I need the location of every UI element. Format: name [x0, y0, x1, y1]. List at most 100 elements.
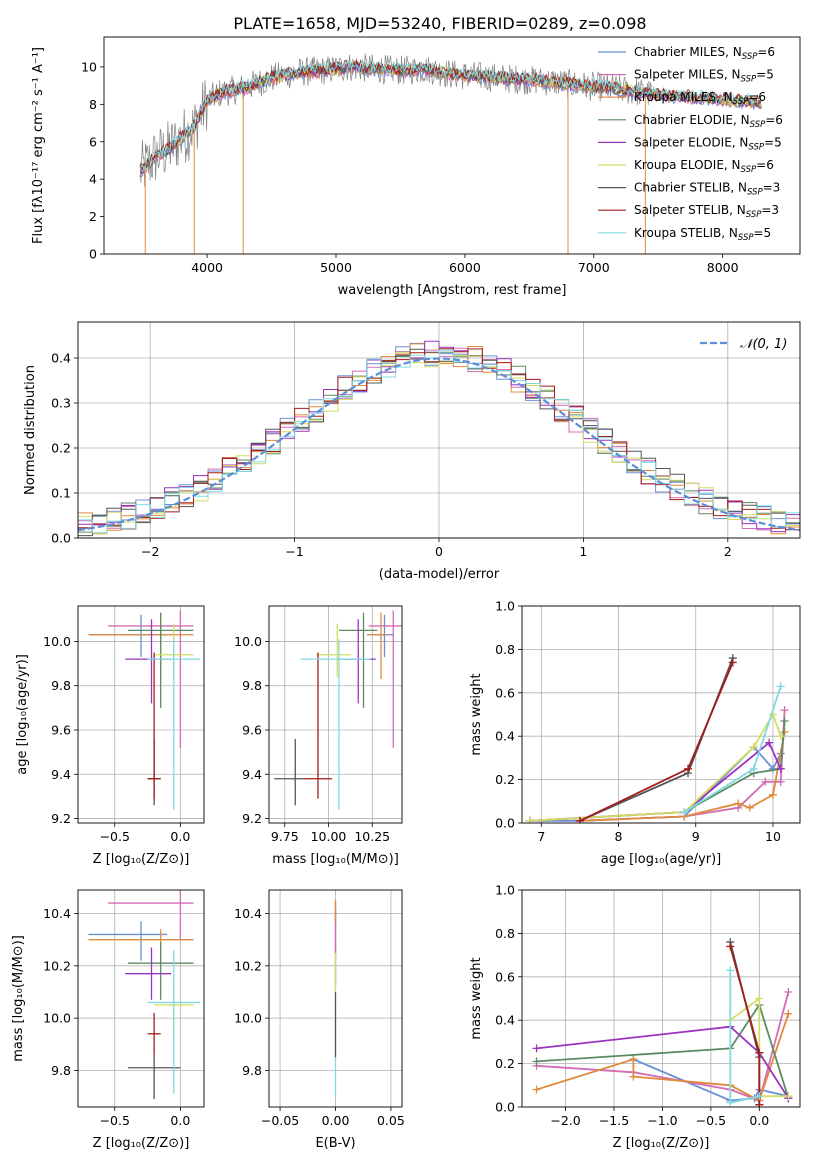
weight-marker	[780, 717, 789, 726]
weight-line	[536, 1025, 790, 1099]
axes-4: 7 8 9 10 0.0 0.2 0.4 0.6 0.8 1.0 age [log₁₀(age/yr…	[469, 599, 801, 867]
plot-area	[139, 53, 762, 254]
weight-marker	[776, 777, 785, 786]
weight-marker	[532, 1044, 541, 1053]
weight-line	[536, 1013, 790, 1102]
y-tick-label: 10.4	[43, 906, 71, 921]
ticks: 9.75 10.00 10.25 9.2 9.4 9.6 9.8 10.0	[234, 634, 390, 844]
axes-2: −0.5 0.0 9.2 9.4 9.6 9.8 10.0 Z [log₁₀(Z/Z⊙)] ag…	[15, 605, 205, 867]
weight-marker	[684, 764, 693, 773]
y-tick-label: 9.2	[51, 811, 71, 826]
y-tick-label: 10.0	[234, 1011, 262, 1026]
weight-marker	[726, 1098, 735, 1107]
y-tick-label: 0.2	[51, 441, 71, 456]
x-tick-label: 9.75	[271, 829, 299, 844]
x-tick-label: 7	[537, 829, 545, 844]
x-axis-label: Z [log₁₀(Z/Z⊙)]	[613, 1136, 710, 1151]
y-tick-label: 0	[89, 247, 97, 262]
axes-frame	[103, 36, 801, 255]
y-tick-label: 10.0	[43, 1011, 71, 1026]
weight-marker	[629, 1055, 638, 1064]
weight-marker	[761, 777, 770, 786]
x-tick-label: 1	[579, 544, 587, 559]
weight-marker	[525, 816, 534, 823]
y-tick-label: 9.4	[51, 767, 71, 782]
weight-marker	[734, 799, 743, 808]
weight-marker	[749, 764, 758, 773]
plot-area	[88, 890, 201, 1100]
x-tick-label: 10	[765, 829, 781, 844]
axes-frame	[521, 605, 801, 824]
weight-marker	[755, 994, 764, 1003]
y-tick-label: 0.4	[495, 1013, 515, 1028]
axes-frame	[268, 889, 403, 1108]
weight-marker	[749, 743, 758, 752]
x-axis-label: Z [log₁₀(Z/Z⊙)]	[93, 1136, 190, 1151]
ticks: −2.0 −1.5 −1.0 −0.5 0.0 0.0 0.2 0.4 0.6 0.8 1.0	[495, 883, 769, 1129]
weight-marker	[784, 1009, 793, 1018]
weight-marker	[629, 1072, 638, 1081]
axes-frame	[268, 605, 403, 824]
legend: 𝒩(0, 1)	[700, 337, 787, 352]
plot-area	[78, 340, 800, 537]
weight-marker	[680, 808, 689, 817]
y-tick-label: 0.0	[495, 816, 515, 831]
y-tick-label: 9.4	[242, 767, 262, 782]
ticks: −0.5 0.0 9.2 9.4 9.6 9.8 10.0	[43, 634, 190, 844]
y-tick-label: 9.8	[242, 678, 262, 693]
legend-label: Salpeter STELIB, NSSP=3	[634, 203, 779, 220]
weight-marker	[784, 987, 793, 996]
y-tick-label: 10.2	[43, 958, 71, 973]
x-tick-label: 0.0	[749, 1113, 769, 1128]
legend-label: Kroupa STELIB, NSSP=5	[634, 226, 771, 243]
x-tick-label: 2	[724, 544, 732, 559]
y-axis-label: Normed distribution	[23, 365, 38, 495]
figure-title: PLATE=1658, MJD=53240, FIBERID=0289, z=0…	[233, 14, 646, 33]
weight-marker	[755, 1092, 764, 1101]
x-tick-label: −0.5	[696, 1113, 726, 1128]
x-axis-label: wavelength [Angstrom, rest frame]	[338, 283, 567, 298]
x-tick-label: 0	[435, 544, 443, 559]
model-spectrum	[139, 61, 762, 169]
axes-7: −2.0 −1.5 −1.0 −0.5 0.0 0.0 0.2 0.4 0.6 0.8 1.0 Z […	[469, 883, 801, 1151]
y-tick-label: 0.6	[495, 685, 515, 700]
x-tick-label: −1.0	[647, 1113, 677, 1128]
weight-marker	[780, 706, 789, 715]
x-tick-label: 4000	[191, 260, 223, 275]
legend-label: Salpeter MILES, NSSP=5	[634, 68, 774, 85]
model-spectrum	[139, 59, 762, 173]
y-tick-label: 1.0	[495, 599, 515, 614]
weight-line	[536, 1002, 790, 1099]
weight-marker	[532, 1085, 541, 1094]
legend-label: Kroupa ELODIE, NSSP=6	[634, 158, 774, 175]
legend-label: Chabrier ELODIE, NSSP=6	[634, 113, 783, 130]
axes-frame	[521, 889, 801, 1108]
x-tick-label: −1.5	[599, 1113, 629, 1128]
ticks: 4000 5000 6000 7000 8000 0 2 4 6 8 10	[81, 59, 739, 275]
x-tick-label: −0.5	[100, 1113, 130, 1128]
axes-0: 4000 5000 6000 7000 8000 0 2 4 6 8 10 wavelength [A…	[31, 36, 801, 298]
weight-line	[729, 996, 789, 1098]
weight-marker	[776, 764, 785, 773]
x-tick-label: 0.0	[170, 1113, 190, 1128]
y-tick-label: 0.2	[495, 772, 515, 787]
axes-frame	[77, 321, 801, 539]
weight-marker	[532, 1057, 541, 1066]
y-axis-label: mass weight	[469, 957, 484, 1039]
y-tick-label: 0.2	[495, 1056, 515, 1071]
y-tick-label: 9.8	[51, 1063, 71, 1078]
legend-label: 𝒩(0, 1)	[740, 337, 787, 352]
x-tick-label: −1	[285, 544, 303, 559]
plot-area	[532, 938, 793, 1107]
x-tick-label: −0.05	[261, 1113, 299, 1128]
weight-marker	[776, 682, 785, 691]
y-tick-label: 8	[89, 97, 97, 112]
histogram-series	[78, 348, 800, 531]
x-tick-label: 10.25	[354, 829, 390, 844]
weight-marker	[745, 803, 754, 812]
y-tick-label: 1.0	[495, 883, 515, 898]
y-axis-label: mass weight	[469, 673, 484, 755]
weight-marker	[776, 732, 785, 741]
y-tick-label: 0.1	[51, 486, 71, 501]
